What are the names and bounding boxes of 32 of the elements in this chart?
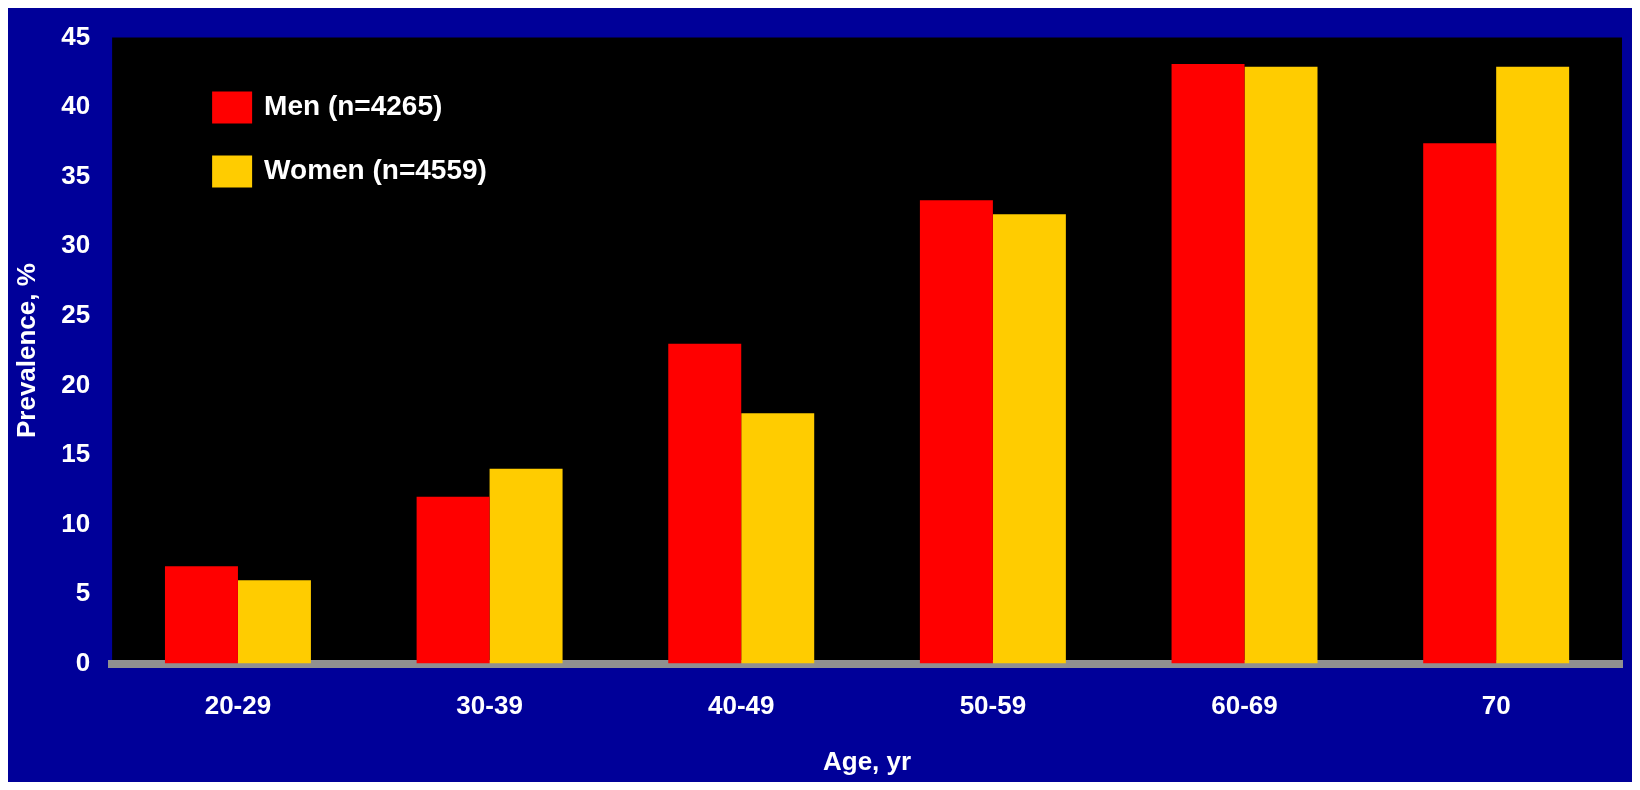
x-tick-label: 60-69 (1211, 690, 1278, 721)
y-tick-label: 10 (61, 507, 91, 538)
bar (237, 580, 311, 664)
x-tick-label: 70 (1481, 690, 1511, 721)
legend-label: Men (n=4265) (264, 90, 443, 122)
bar (741, 413, 815, 664)
y-tick-label: 5 (75, 577, 91, 608)
y-tick-label: 45 (61, 20, 91, 51)
y-tick-label: 25 (61, 298, 91, 329)
legend-label: Women (n=4559) (264, 154, 487, 186)
bar (992, 214, 1066, 664)
y-axis-title: Prevalence, % (10, 263, 41, 439)
y-tick-label: 40 (61, 90, 91, 121)
y-tick-label: 15 (61, 438, 91, 469)
bar (919, 200, 993, 664)
bar (164, 566, 238, 664)
x-tick-label: 50-59 (959, 690, 1027, 721)
bar (489, 468, 563, 664)
y-tick-label: 35 (61, 159, 91, 190)
x-tick-label: 30-39 (456, 690, 523, 721)
bar (1496, 66, 1570, 664)
x-tick-label: 40-49 (707, 690, 775, 721)
bar (416, 496, 490, 664)
bar (1171, 64, 1245, 664)
y-tick-label: 30 (61, 229, 91, 260)
bar (1244, 66, 1318, 664)
y-tick-label: 0 (75, 646, 91, 677)
bar (1423, 143, 1497, 664)
y-tick-label: 20 (61, 368, 91, 399)
x-axis-title: Age, yr (822, 745, 912, 776)
x-tick-label: 20-29 (204, 690, 272, 721)
bar (668, 343, 742, 664)
